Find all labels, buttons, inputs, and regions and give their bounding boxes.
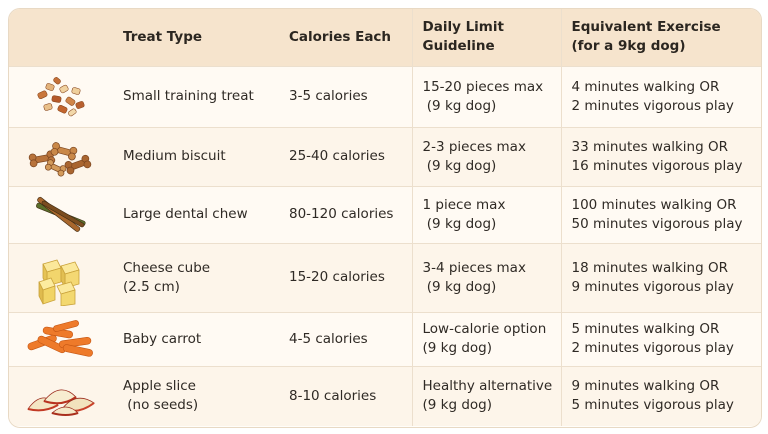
header-calories-each: Calories Each (289, 28, 392, 45)
header-equivalent-exercise: Equivalent Exercise (for a 9kg dog) (560, 9, 761, 66)
header-daily-limit: Daily Limit Guideline (411, 9, 561, 66)
header-daily-limit-line1: Daily Limit (422, 19, 504, 36)
daily-limit-cell: Healthy alternative (9 kg dog) (411, 366, 561, 426)
treat-type-cell: Cheese cube (2.5 cm) (123, 259, 211, 295)
daily-limit-cell: 2-3 pieces max (9 kg dog) (411, 127, 561, 186)
calories-cell: 8-10 calories (289, 387, 377, 404)
daily-limit-cell: 15-20 pieces max (9 kg dog) (411, 66, 561, 127)
table-row: Medium biscuit 25-40 calories 2-3 pieces… (9, 127, 761, 186)
exercise-cell: 18 minutes walking OR 9 minutes vigorous … (560, 243, 761, 312)
table-row: Large dental chew 80-120 calories 1 piec… (9, 186, 761, 243)
cheese-cubes-icon (38, 259, 80, 306)
exercise-cell: 5 minutes walking OR 2 minutes vigorous p… (560, 312, 761, 366)
exercise-cell: 33 minutes walking OR 16 minutes vigorous… (560, 127, 761, 186)
table-row: Baby carrot 4-5 calories Low-calorie opt… (9, 312, 761, 366)
calories-cell: 80-120 calories (289, 206, 394, 222)
daily-limit-cell: 3-4 pieces max (9 kg dog) (411, 243, 561, 312)
row-image-cell (9, 127, 113, 186)
row-image-cell (9, 366, 113, 426)
training-treats-icon (37, 76, 85, 116)
treat-calorie-table-card: Treat Type Calories Each Daily Limit Gui… (8, 8, 762, 428)
row-image-cell (9, 312, 113, 366)
treat-type-cell: Baby carrot (123, 330, 202, 347)
row-image-cell (9, 243, 113, 312)
treat-type-cell: Small training treat (123, 88, 254, 104)
table-header-row: Treat Type Calories Each Daily Limit Gui… (9, 9, 761, 66)
row-image-cell (9, 66, 113, 127)
treat-type-cell: Medium biscuit (123, 148, 226, 164)
table-row: Cheese cube (2.5 cm) 15-20 calories 3-4 p… (9, 243, 761, 312)
calories-cell: 15-20 calories (289, 269, 385, 285)
table-row: Small training treat 3-5 calories 15-20 … (9, 66, 761, 127)
exercise-cell: 9 minutes walking OR 5 minutes vigorous p… (560, 366, 761, 426)
baby-carrots-icon (27, 320, 93, 357)
daily-limit-cell: 1 piece max (9 kg dog) (411, 186, 561, 243)
treat-calorie-table: Treat Type Calories Each Daily Limit Gui… (9, 9, 761, 426)
treat-type-cell: Apple slice (no seeds) (123, 378, 199, 414)
header-image-cell (9, 9, 113, 66)
table-row: Apple slice (no seeds) 8-10 calories Hea… (9, 366, 761, 426)
apple-slices-icon (27, 389, 95, 417)
dental-chew-icon (36, 196, 86, 232)
exercise-cell: 100 minutes walking OR 50 minutes vigorou… (560, 186, 761, 243)
calories-cell: 4-5 calories (289, 330, 368, 347)
calories-cell: 25-40 calories (289, 148, 385, 164)
exercise-cell: 4 minutes walking OR 2 minutes vigorous p… (560, 66, 761, 127)
treat-type-cell: Large dental chew (123, 206, 248, 222)
header-exercise-line1: Equivalent Exercise (571, 19, 721, 36)
header-daily-limit-line2: Guideline (422, 38, 495, 55)
header-treat-type: Treat Type (123, 28, 203, 45)
calories-cell: 3-5 calories (289, 88, 368, 104)
row-image-cell (9, 186, 113, 243)
dog-biscuits-icon (28, 141, 92, 176)
daily-limit-cell: Low-calorie option (9 kg dog) (411, 312, 561, 366)
header-exercise-line2: (for a 9kg dog) (571, 38, 686, 55)
